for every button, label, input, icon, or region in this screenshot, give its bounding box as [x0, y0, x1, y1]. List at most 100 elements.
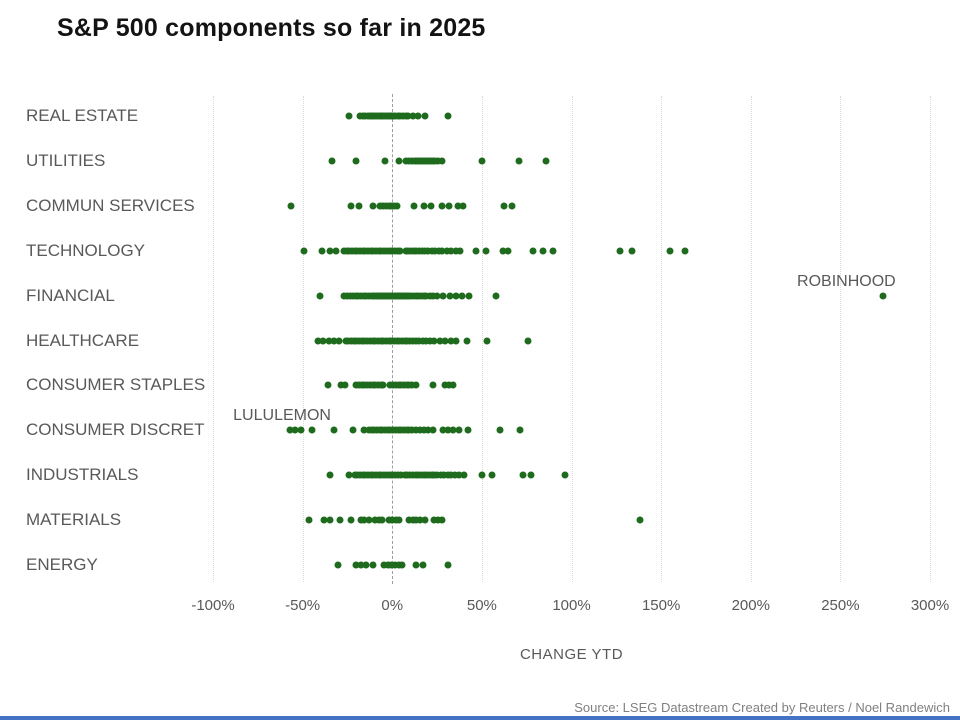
data-point [369, 202, 377, 210]
data-point [347, 202, 355, 210]
data-point [421, 247, 428, 255]
data-point [492, 292, 500, 300]
data-point [561, 471, 569, 479]
x-tick-label: 50% [466, 597, 497, 614]
data-point [681, 247, 689, 255]
annotation-label: ROBINHOOD [797, 272, 896, 290]
data-point [420, 202, 428, 210]
data-point [379, 381, 387, 389]
data-point [412, 516, 420, 524]
data-point [412, 337, 420, 344]
data-point [527, 471, 535, 479]
data-point [449, 426, 457, 434]
data-point [441, 381, 449, 389]
data-point [395, 157, 403, 165]
data-point [434, 157, 442, 165]
gridline [930, 96, 931, 582]
category-label: COMMUN SERVICES [26, 195, 195, 215]
data-point [326, 247, 333, 255]
x-tick-label: 0% [381, 597, 404, 614]
data-point [539, 247, 547, 255]
data-point [427, 202, 435, 210]
data-point [336, 516, 344, 524]
gridline [840, 96, 842, 582]
data-point [419, 337, 427, 344]
data-point [478, 157, 486, 165]
data-point [287, 202, 295, 210]
data-point [409, 516, 417, 524]
category-label: CONSUMER DISCRET [26, 420, 205, 440]
data-point [879, 292, 887, 300]
data-point [414, 112, 422, 120]
data-point [429, 381, 437, 389]
data-point [324, 381, 332, 389]
category-label: MATERIALS [26, 510, 122, 530]
x-tick-label: 300% [910, 597, 950, 614]
data-point [326, 471, 334, 479]
data-point [392, 516, 400, 524]
data-point [431, 247, 439, 255]
data-point [434, 516, 442, 524]
data-point [516, 426, 524, 434]
x-tick-label: -50% [285, 597, 321, 614]
data-point [458, 292, 466, 300]
category-label: HEALTHCARE [26, 330, 140, 350]
data-point [415, 337, 423, 344]
x-tick-label: 250% [821, 597, 860, 614]
data-point [345, 112, 353, 120]
data-point [628, 247, 636, 255]
category-label: INDUSTRIALS [26, 465, 139, 485]
data-point [352, 381, 359, 389]
data-point [424, 426, 432, 434]
data-point [472, 247, 480, 255]
data-point [300, 247, 308, 255]
data-point [330, 337, 338, 344]
category-label: REAL ESTATE [26, 106, 139, 125]
data-point [433, 292, 441, 300]
data-point [398, 561, 406, 569]
data-point [438, 516, 446, 524]
data-point [391, 561, 399, 569]
data-point [429, 426, 437, 434]
data-point [347, 516, 355, 524]
data-point [412, 561, 420, 569]
data-point [416, 426, 424, 434]
data-point [488, 471, 496, 479]
data-point [341, 381, 349, 389]
data-point [316, 292, 324, 300]
data-point [429, 292, 437, 300]
data-point [449, 381, 457, 389]
data-point [387, 561, 395, 569]
data-point [435, 247, 443, 255]
data-point [438, 202, 446, 210]
data-point [441, 337, 449, 344]
category-label: ENERGY [26, 555, 98, 574]
data-point [504, 247, 512, 255]
data-point [395, 561, 403, 569]
data-point [443, 247, 451, 255]
data-point [397, 471, 405, 479]
data-point [452, 337, 460, 344]
data-point [308, 426, 316, 434]
data-point [422, 337, 430, 344]
x-axis-label: CHANGE YTD [519, 646, 624, 663]
data-point [381, 157, 389, 165]
data-point [433, 471, 441, 479]
gridline [213, 96, 214, 582]
data-point [375, 516, 383, 524]
data-point [444, 112, 452, 120]
data-point [439, 426, 447, 434]
data-point [444, 426, 452, 434]
data-point [337, 381, 345, 389]
data-point [422, 292, 430, 300]
data-point [360, 516, 368, 524]
data-point [335, 337, 343, 344]
data-point [424, 247, 432, 255]
data-point [297, 426, 305, 434]
x-tick-label: 150% [641, 597, 681, 614]
gridline [750, 96, 752, 582]
data-point [362, 561, 370, 569]
gridline [302, 96, 304, 582]
data-point [420, 426, 428, 434]
